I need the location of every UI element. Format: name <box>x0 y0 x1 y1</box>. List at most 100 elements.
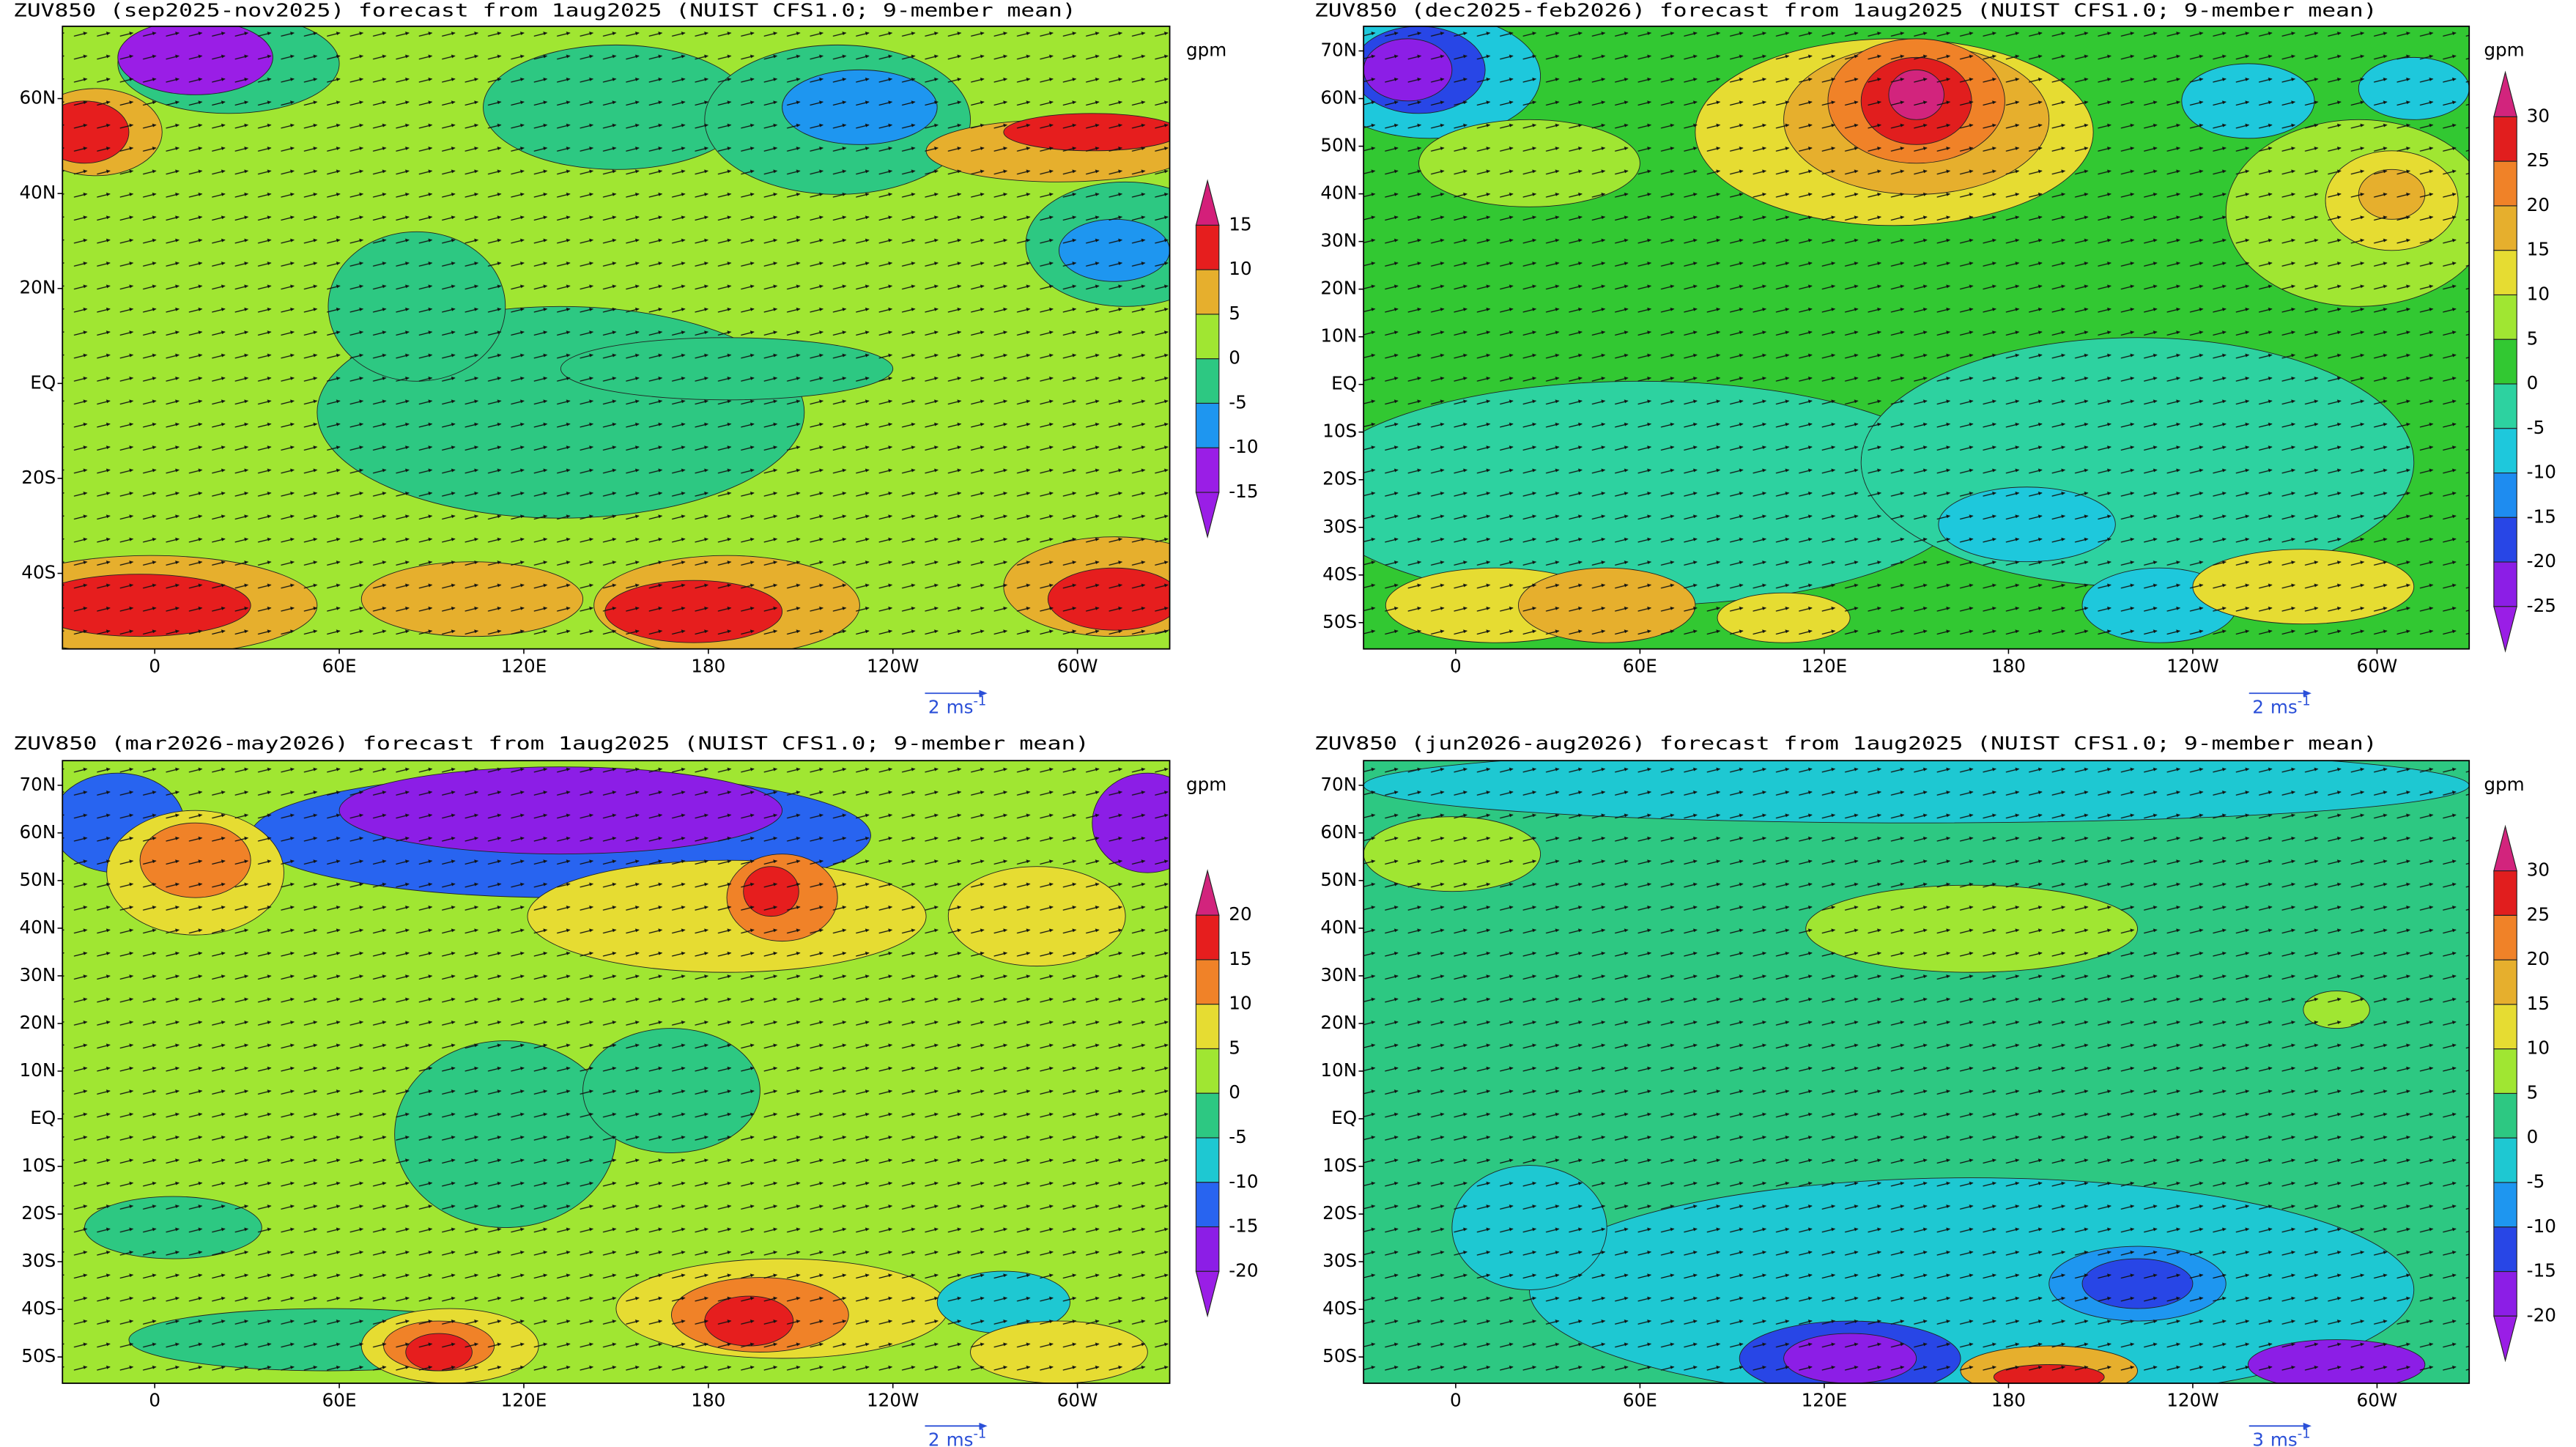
colorbar-label: 30 <box>2527 105 2550 126</box>
vector-ref-label: 2 ms-1 <box>2252 693 2310 717</box>
colorbar-bin <box>1195 1048 1220 1094</box>
colorbar-bin <box>2493 116 2517 162</box>
lat-label: EQ <box>1331 373 1357 394</box>
colorbar-triangle <box>2493 1315 2517 1363</box>
lon-label: 120E <box>501 655 547 676</box>
colorbar-bin <box>2493 1182 2517 1228</box>
colorbar-bin <box>1195 314 1220 360</box>
colorbar-label: 5 <box>1229 1037 1240 1058</box>
lat-label: 70N <box>1320 774 1357 795</box>
lat-label: 60N <box>1320 821 1357 843</box>
vector-ref-value: 2 <box>928 1429 940 1447</box>
map-panel: ZUV850 (sep2025-nov2025) forecast from 1… <box>13 0 1259 717</box>
colorbar-bin <box>2493 383 2517 429</box>
lon-label: 180 <box>691 655 725 676</box>
vector-ref-head <box>979 1422 988 1429</box>
colorbar-label: -20 <box>2527 1304 2556 1325</box>
wind-vectors <box>1363 26 2470 649</box>
vector-ref-value: 2 <box>2252 696 2264 717</box>
colorbar-bin <box>2493 1270 2517 1317</box>
colorbar-label: -20 <box>2527 550 2556 571</box>
colorbar-bin <box>2493 1092 2517 1139</box>
colorbar-bin <box>2493 870 2517 916</box>
colorbar-label: 20 <box>1229 903 1251 925</box>
map-panel: ZUV850 (jun2026-aug2026) forecast from 1… <box>1314 733 2556 1447</box>
colorbar-triangle <box>1195 492 1220 539</box>
map-frame <box>1363 25 2470 650</box>
lat-label: 10N <box>19 1059 56 1081</box>
colorbar-label: 5 <box>2527 327 2539 349</box>
colorbar-bin <box>2493 338 2517 385</box>
lon-label: 120E <box>1802 1390 1848 1411</box>
vector-ref-unit: ms <box>947 1429 974 1447</box>
colorbar-label: 0 <box>2527 372 2539 393</box>
lon-label: 0 <box>149 1390 160 1411</box>
vector-ref-exp: -1 <box>2298 693 2311 708</box>
vector-ref-label: 2 ms-1 <box>928 1426 986 1447</box>
lat-label: 20S <box>1322 468 1357 489</box>
lat-label: 10S <box>21 1155 56 1176</box>
lat-label: 10N <box>1320 325 1357 347</box>
lat-label: 40S <box>21 1298 56 1319</box>
colorbar-bin <box>2493 250 2517 296</box>
lat-label: 40S <box>1322 563 1357 585</box>
colorbar-triangle <box>1195 1270 1220 1318</box>
lat-label: 40S <box>21 562 56 583</box>
lat-label: 20S <box>21 1202 56 1224</box>
colorbar-label: 5 <box>1229 303 1240 324</box>
colorbar-label: 15 <box>1229 948 1251 969</box>
colorbar-bin <box>1195 959 1220 1005</box>
lat-label: 50S <box>21 1345 56 1366</box>
lon-label: 120E <box>1802 655 1848 676</box>
contour-field <box>62 760 1170 1383</box>
lon-label: 180 <box>1991 655 2026 676</box>
colorbar-label: -10 <box>1229 436 1258 457</box>
lat-label: 10N <box>1320 1059 1357 1081</box>
map-frame <box>62 25 1171 650</box>
panel-title: ZUV850 (jun2026-aug2026) forecast from 1… <box>1314 733 2377 754</box>
lon-label: 0 <box>1450 1390 1462 1411</box>
lat-label: 30S <box>21 1250 56 1271</box>
wind-vectors <box>62 26 1170 649</box>
map-panel: ZUV850 (mar2026-may2026) forecast from 1… <box>13 733 1259 1447</box>
lat-label: EQ <box>30 371 56 393</box>
colorbar-label: -5 <box>2527 417 2545 438</box>
lat-label: 40N <box>1320 182 1357 204</box>
panel-title: ZUV850 (mar2026-may2026) forecast from 1… <box>13 733 1089 754</box>
vector-ref-exp: -1 <box>2298 1426 2311 1442</box>
contour-field <box>62 26 1170 649</box>
colorbar-label: 10 <box>1229 258 1251 279</box>
colorbar-label: -10 <box>1229 1171 1258 1192</box>
panel-title: ZUV850 (sep2025-nov2025) forecast from 1… <box>13 0 1076 21</box>
wind-vectors <box>62 760 1170 1383</box>
lon-label: 180 <box>1991 1390 2026 1411</box>
colorbar-label: -15 <box>2527 1260 2556 1281</box>
lat-label: 40N <box>1320 917 1357 938</box>
lon-label: 0 <box>1450 655 1462 676</box>
lat-label: 70N <box>1320 40 1357 61</box>
colorbar-bin <box>1195 1137 1220 1183</box>
colorbar-bin <box>1195 1092 1220 1139</box>
vector-ref-head <box>2303 689 2312 697</box>
lat-label: 20S <box>21 467 56 488</box>
colorbar-label: 0 <box>2527 1126 2539 1147</box>
lon-label: 60W <box>1057 1390 1098 1411</box>
lon-label: 0 <box>149 655 160 676</box>
lon-label: 60E <box>1623 1390 1657 1411</box>
lat-label: 40S <box>1322 1298 1357 1319</box>
colorbar-label: 20 <box>2527 948 2550 969</box>
colorbar-triangle <box>1195 179 1220 226</box>
colorbar-triangle <box>2493 606 2517 653</box>
vector-ref-value: 2 <box>928 696 940 717</box>
vector-ref-label: 2 ms-1 <box>928 693 986 717</box>
unit-label: gpm <box>2484 774 2524 795</box>
colorbar-label: -20 <box>1229 1259 1258 1281</box>
colorbar-label: -25 <box>2527 595 2556 616</box>
lat-label: 50N <box>19 869 56 890</box>
colorbar-label: -5 <box>2527 1171 2545 1192</box>
map-frame <box>62 760 1171 1384</box>
lat-label: 50N <box>1320 135 1357 156</box>
colorbar-bin <box>1195 269 1220 315</box>
lon-label: 60E <box>1623 655 1657 676</box>
